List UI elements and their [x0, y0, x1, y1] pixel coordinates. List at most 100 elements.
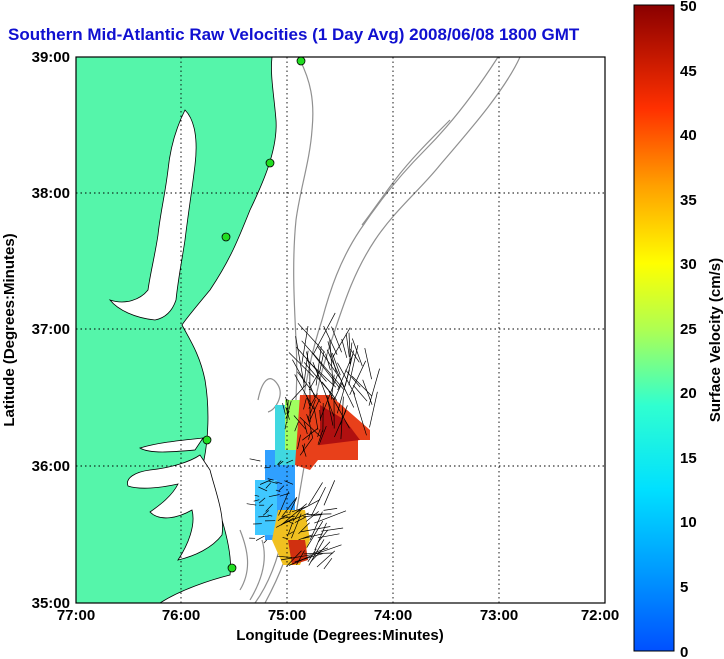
- velocity-vector: [319, 409, 321, 421]
- y-axis-label: Latitude (Degrees:Minutes): [1, 233, 18, 426]
- velocity-vector: [311, 486, 326, 516]
- velocity-vectors: [246, 312, 380, 570]
- velocity-vector: [298, 534, 313, 541]
- bathymetry-contour-inner: [361, 119, 451, 226]
- colorbar-tick-label: 5: [680, 579, 688, 596]
- velocity-vector: [308, 539, 325, 566]
- velocity-vector: [286, 550, 302, 567]
- velocity-vector: [300, 526, 331, 533]
- velocity-vector: [285, 396, 289, 409]
- velocity-vector: [323, 480, 336, 506]
- velocity-vector: [332, 327, 351, 357]
- velocity-vector: [275, 489, 281, 493]
- velocity-vector: [351, 338, 363, 367]
- velocity-vector: [323, 508, 338, 511]
- colorbar: 50 45 40 35 30 25 20 15 10 5 0 Surface V…: [633, 0, 724, 659]
- velocity-vector: [301, 340, 313, 354]
- velocity-vector: [319, 351, 325, 372]
- velocity-vector: [280, 503, 308, 526]
- velocity-vector: [288, 520, 294, 525]
- velocity-vector: [352, 384, 368, 402]
- velocity-vector: [306, 351, 311, 371]
- velocity-vector: [302, 443, 305, 452]
- velocity-vector: [297, 434, 301, 450]
- velocity-vector: [325, 353, 331, 371]
- velocity-vector: [348, 345, 359, 386]
- colorbar-tick-label: 35: [680, 192, 697, 209]
- velocity-vector: [246, 503, 257, 506]
- radar-stations: [202, 57, 306, 573]
- velocity-vector: [345, 333, 350, 357]
- velocity-patch-slow-west: [255, 480, 277, 535]
- velocity-vector: [314, 510, 347, 524]
- velocity-vector: [301, 326, 309, 364]
- radar-station: [202, 435, 212, 445]
- velocity-vector: [329, 339, 334, 384]
- velocity-vector: [306, 359, 337, 388]
- velocity-vector: [308, 393, 318, 409]
- velocity-vector: [306, 414, 310, 424]
- velocity-vector: [265, 503, 273, 512]
- velocity-vector: [317, 429, 321, 438]
- velocity-vector: [267, 514, 273, 517]
- velocity-vector: [350, 348, 360, 363]
- velocity-vector: [295, 336, 305, 384]
- velocity-vector: [286, 459, 294, 464]
- velocity-vector: [312, 312, 336, 355]
- velocity-vector: [305, 394, 311, 407]
- velocity-vector: [352, 390, 367, 436]
- colorbar-gradient: [633, 4, 675, 652]
- velocity-vector: [345, 369, 361, 388]
- velocity-vector: [308, 431, 311, 440]
- velocity-vector: [282, 496, 298, 517]
- bathymetry-contour-canyon: [257, 378, 281, 413]
- velocity-vector: [316, 550, 336, 568]
- velocity-vector: [267, 480, 278, 484]
- velocity-vector: [255, 535, 265, 541]
- velocity-vector: [294, 374, 315, 410]
- x-tick-label: 76:00: [162, 607, 200, 624]
- x-tick-label: 77:00: [57, 607, 95, 624]
- colorbar-tick-label: 50: [680, 0, 697, 15]
- velocity-vector: [294, 516, 306, 523]
- velocity-vector: [328, 390, 350, 429]
- velocity-vector: [305, 511, 319, 522]
- velocity-vector: [299, 438, 313, 456]
- x-tick-label: 72:00: [581, 607, 619, 624]
- velocity-vector: [309, 399, 316, 416]
- velocity-vector: [323, 557, 333, 570]
- colorbar-label: Surface Velocity (cm/s): [707, 258, 724, 422]
- velocity-vector: [258, 497, 266, 504]
- velocity-vector: [286, 401, 292, 416]
- albemarle-sound: [139, 437, 204, 453]
- velocity-vector: [267, 478, 274, 481]
- velocity-vector: [317, 533, 340, 539]
- velocity-vector: [258, 515, 269, 518]
- velocity-vector: [297, 323, 326, 353]
- velocity-vector: [337, 353, 354, 391]
- velocity-vector: [280, 554, 312, 561]
- velocity-vector: [351, 375, 373, 397]
- velocity-vector: [312, 353, 345, 390]
- velocity-vector: [349, 342, 353, 364]
- velocity-vector: [337, 362, 356, 395]
- y-tick-label: 38:00: [32, 185, 70, 202]
- velocity-vector: [302, 427, 319, 441]
- velocity-vector: [306, 513, 332, 515]
- velocity-vector: [294, 553, 323, 563]
- velocity-vector: [287, 522, 294, 537]
- velocity-vector: [293, 415, 307, 430]
- velocity-vector: [311, 352, 340, 389]
- velocity-vector: [340, 396, 344, 440]
- colorbar-tick-label: 0: [680, 644, 688, 659]
- radar-station: [221, 232, 231, 242]
- velocity-vector: [288, 531, 294, 535]
- velocity-vector: [268, 494, 280, 498]
- velocity-vector: [303, 398, 307, 410]
- velocity-vector: [368, 368, 380, 406]
- velocity-vector: [318, 425, 327, 446]
- velocity-vector: [278, 485, 285, 492]
- y-tick-label: 39:00: [32, 49, 70, 66]
